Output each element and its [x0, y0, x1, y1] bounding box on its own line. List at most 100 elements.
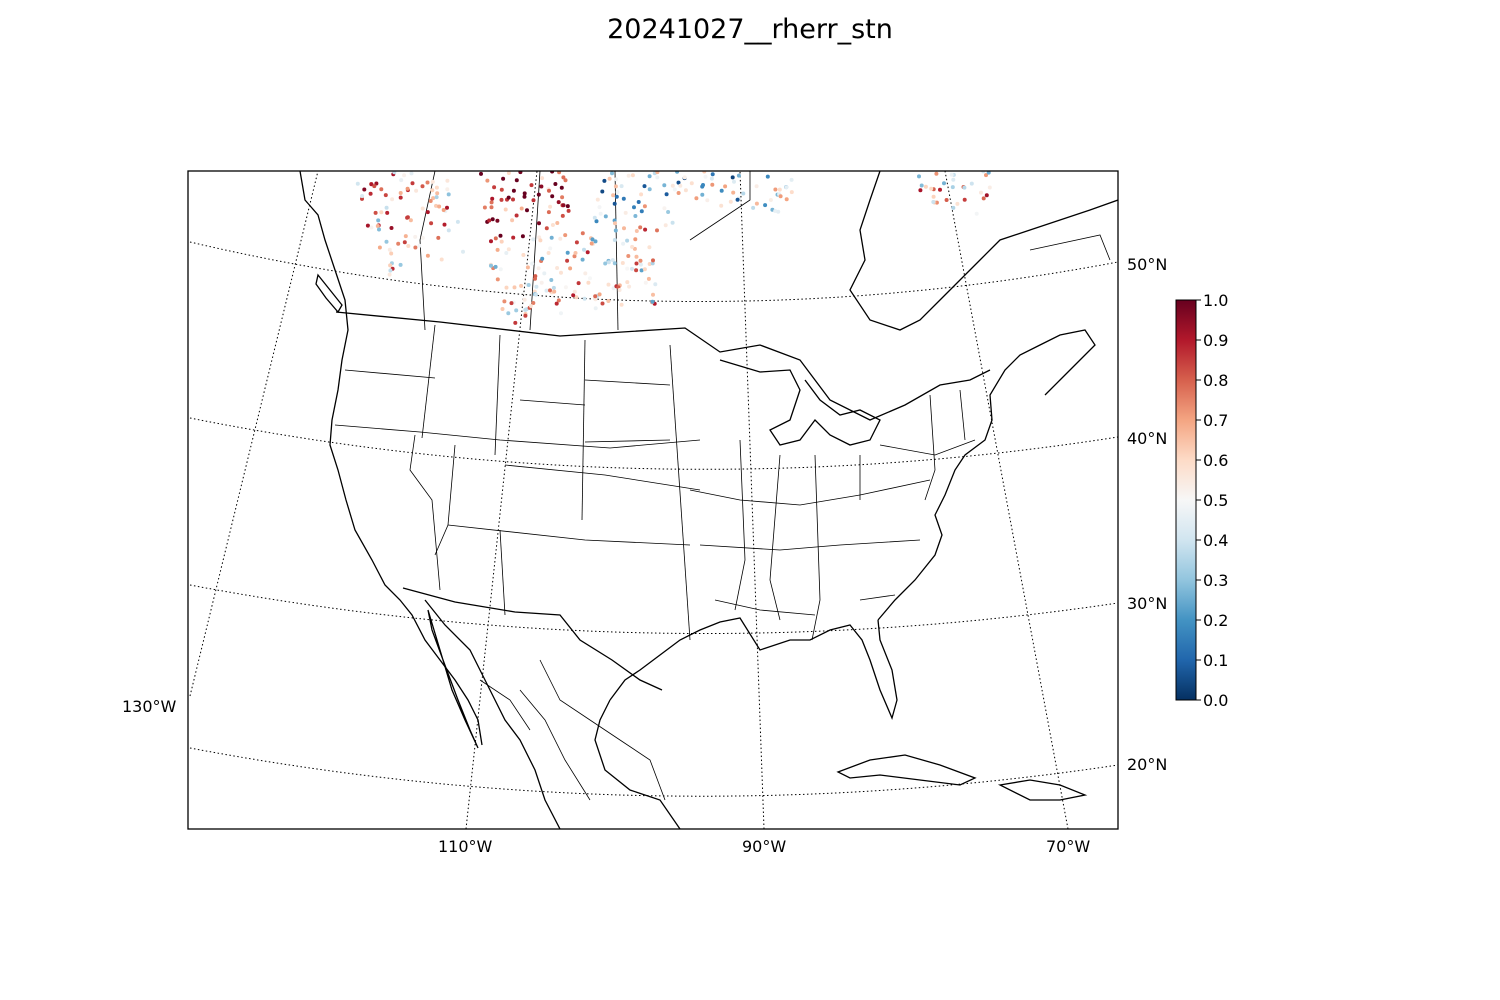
station-point — [615, 190, 620, 195]
station-point — [969, 181, 974, 186]
station-point — [522, 191, 527, 196]
station-point — [544, 288, 549, 293]
station-point — [406, 244, 411, 248]
map-area[interactable] — [188, 169, 1118, 829]
station-point — [511, 188, 516, 193]
station-point — [647, 262, 652, 266]
station-point — [630, 266, 634, 271]
station-point — [446, 192, 451, 197]
station-points[interactable] — [355, 169, 992, 325]
station-point — [612, 261, 617, 266]
station-point — [540, 176, 545, 181]
station-point — [647, 174, 652, 179]
station-point — [568, 266, 573, 271]
station-point — [585, 250, 590, 255]
station-point — [389, 251, 394, 256]
station-point — [560, 195, 565, 200]
station-point — [489, 200, 494, 205]
station-point — [405, 215, 410, 220]
station-point — [981, 196, 986, 201]
station-point — [396, 241, 401, 246]
colorbar-tick-label: 0.3 — [1203, 571, 1228, 590]
station-point — [430, 188, 435, 193]
station-point — [736, 173, 741, 178]
station-point — [519, 206, 524, 211]
station-point — [754, 184, 759, 189]
lat-label-30: 30°N — [1127, 594, 1167, 613]
lon-label-110: 110°W — [438, 837, 493, 856]
station-point — [413, 245, 418, 250]
station-point — [493, 236, 498, 241]
station-point — [574, 240, 579, 245]
station-point — [522, 194, 527, 199]
station-point — [931, 194, 936, 199]
station-point — [437, 204, 442, 209]
station-point — [670, 183, 675, 188]
country-borders — [299, 171, 1118, 829]
station-point — [603, 214, 608, 219]
station-point — [550, 223, 555, 227]
station-point — [682, 175, 687, 180]
station-point — [498, 267, 503, 272]
station-point — [563, 178, 568, 183]
station-point — [384, 205, 389, 210]
station-point — [612, 238, 617, 242]
station-point — [573, 251, 578, 255]
station-point — [565, 258, 570, 263]
station-point — [435, 191, 440, 196]
station-point — [369, 182, 374, 187]
station-point — [634, 229, 639, 233]
station-point — [489, 263, 493, 268]
station-point — [919, 183, 924, 188]
station-point — [678, 183, 683, 188]
station-point — [546, 251, 551, 255]
station-point — [537, 235, 542, 240]
station-point — [606, 282, 611, 287]
station-point — [384, 239, 389, 244]
station-point — [373, 210, 378, 215]
station-point — [525, 208, 529, 213]
station-point — [512, 285, 517, 290]
station-point — [529, 183, 534, 188]
station-point — [439, 257, 444, 262]
station-point — [495, 277, 500, 282]
station-point — [763, 203, 768, 208]
station-point — [723, 184, 728, 189]
station-point — [588, 276, 592, 281]
station-point — [643, 227, 648, 232]
station-point — [402, 240, 407, 245]
station-point — [420, 235, 425, 240]
station-point — [651, 292, 655, 297]
station-point — [672, 187, 677, 192]
station-point — [655, 175, 660, 180]
coastline — [299, 171, 483, 746]
station-point — [951, 177, 956, 182]
station-point — [563, 233, 568, 238]
station-point — [553, 182, 558, 186]
station-point — [377, 245, 382, 250]
station-point — [441, 208, 446, 212]
station-point — [506, 247, 511, 252]
station-point — [784, 185, 789, 190]
station-point — [548, 288, 552, 293]
station-point — [506, 171, 511, 175]
station-point — [625, 238, 630, 243]
station-point — [555, 266, 560, 270]
station-point — [509, 301, 514, 306]
station-point — [493, 264, 498, 269]
station-point — [621, 241, 626, 246]
station-point — [776, 209, 781, 214]
station-point — [732, 179, 736, 184]
station-point — [582, 247, 586, 252]
station-point — [598, 211, 603, 216]
station-point — [597, 205, 602, 210]
station-point — [984, 173, 988, 178]
colorbar-tick-label: 0.9 — [1203, 331, 1228, 350]
station-point — [586, 280, 591, 285]
station-point — [646, 276, 651, 281]
colorbar-tick-label: 0.2 — [1203, 611, 1228, 630]
station-point — [445, 178, 450, 183]
map-frame — [187, 170, 1119, 830]
station-point — [572, 289, 577, 294]
lat-label-20: 20°N — [1127, 755, 1167, 774]
